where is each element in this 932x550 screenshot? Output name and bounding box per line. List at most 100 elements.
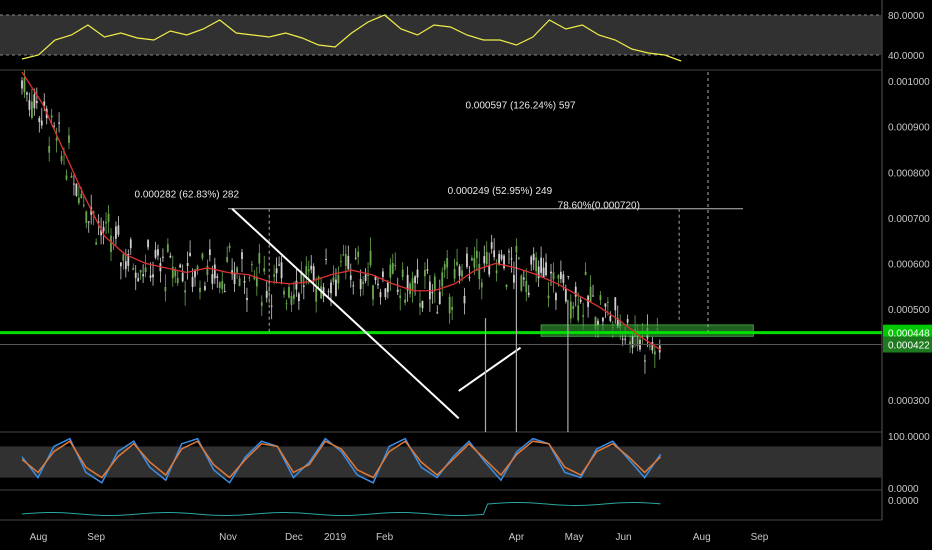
candle-body [260, 302, 263, 306]
rsi-band [0, 15, 882, 55]
candle-body [369, 250, 372, 266]
candle-body [218, 282, 221, 288]
candle-body [297, 293, 300, 302]
candle-body [117, 225, 120, 235]
candle-body [342, 254, 345, 256]
candle-body [191, 276, 194, 287]
candle-body [166, 244, 169, 252]
support-zone [540, 324, 754, 337]
candle-body [332, 277, 335, 282]
candle-body [275, 268, 278, 274]
price-tick-label: 0.001000 [888, 77, 930, 88]
candle-body [599, 295, 602, 301]
candle-body [231, 270, 234, 275]
candle-body [265, 290, 268, 298]
candle-body [263, 268, 266, 272]
candle-body [520, 275, 523, 291]
candle-body [48, 146, 51, 153]
candle-body [374, 276, 377, 281]
candle-body [226, 256, 229, 262]
x-tick-label: Dec [285, 532, 303, 543]
candle-body [236, 267, 238, 273]
candles [21, 69, 661, 374]
candle-body [604, 303, 607, 307]
candle-body [208, 249, 211, 256]
candle-body [527, 292, 530, 295]
x-tick-label: Jun [615, 532, 631, 543]
candle-body [483, 256, 486, 264]
candle-body [344, 254, 347, 267]
candle-body [310, 265, 313, 270]
candle-body [201, 253, 204, 259]
candle-body [211, 274, 214, 284]
candle-body [273, 274, 276, 277]
price-tag-label: 0.000422 [888, 341, 930, 352]
x-tick-label: Aug [30, 532, 48, 543]
candle-body [592, 295, 594, 297]
candle-body [547, 295, 550, 299]
candle-body [305, 266, 308, 275]
trendline-uptrend [458, 346, 522, 392]
candle-body [597, 320, 599, 325]
candle-body [399, 295, 402, 299]
rsi-tick-label: 80.0000 [888, 11, 925, 22]
measurement-label: 0.000282 (62.83%) 282 [135, 189, 240, 200]
candle-body [471, 258, 473, 261]
candle-body [228, 245, 231, 249]
candle-body [223, 291, 226, 293]
candle-body [495, 270, 498, 274]
candle-body [337, 275, 340, 284]
candle-body [372, 285, 374, 300]
candle-body [100, 229, 103, 236]
candle-body [391, 263, 394, 274]
candle-body [164, 286, 167, 292]
candle-body [653, 351, 656, 355]
candle-body [189, 252, 191, 257]
candle-body [290, 295, 293, 305]
candle-body [357, 251, 360, 257]
candle-body [364, 274, 367, 281]
candle-body [134, 272, 137, 278]
candle-body [330, 282, 332, 294]
candle-body [362, 281, 365, 285]
candle-body [43, 101, 46, 106]
candle-body [377, 283, 379, 286]
candle-body [436, 312, 439, 314]
candle-body [82, 204, 85, 206]
candle-body [60, 155, 63, 162]
candle-body [416, 269, 419, 278]
candle-body [152, 274, 154, 278]
moving-average-line [21, 71, 661, 351]
candle-body [92, 211, 95, 214]
candle-body [559, 271, 562, 280]
candle-body [503, 255, 505, 269]
candle-body [426, 269, 429, 271]
candle-body [515, 245, 518, 253]
candle-body [80, 193, 83, 198]
candle-body [510, 258, 513, 260]
candle-body [441, 272, 444, 287]
candle-body [253, 276, 256, 280]
candle-body [648, 345, 651, 347]
x-tick-label: Apr [509, 532, 525, 543]
candle-body [33, 94, 36, 109]
candle-body [406, 274, 409, 291]
candle-body [246, 297, 248, 301]
candle-body [288, 286, 290, 298]
price-tick-label: 0.000500 [888, 305, 930, 316]
candle-body [102, 227, 105, 232]
x-tick-label: Feb [376, 532, 394, 543]
candle-body [473, 257, 476, 268]
bottom-tick-label: 0.0000 [888, 496, 919, 507]
candle-body [409, 283, 412, 295]
candle-body [386, 282, 389, 293]
candle-body [23, 77, 26, 93]
candle-body [609, 315, 612, 321]
candle-body [468, 277, 471, 279]
candle-body [424, 269, 426, 277]
price-tick-label: 0.000800 [888, 168, 930, 179]
candle-body [181, 272, 184, 282]
price-tag [883, 336, 932, 353]
rsi-tick-label: 40.0000 [888, 51, 925, 62]
